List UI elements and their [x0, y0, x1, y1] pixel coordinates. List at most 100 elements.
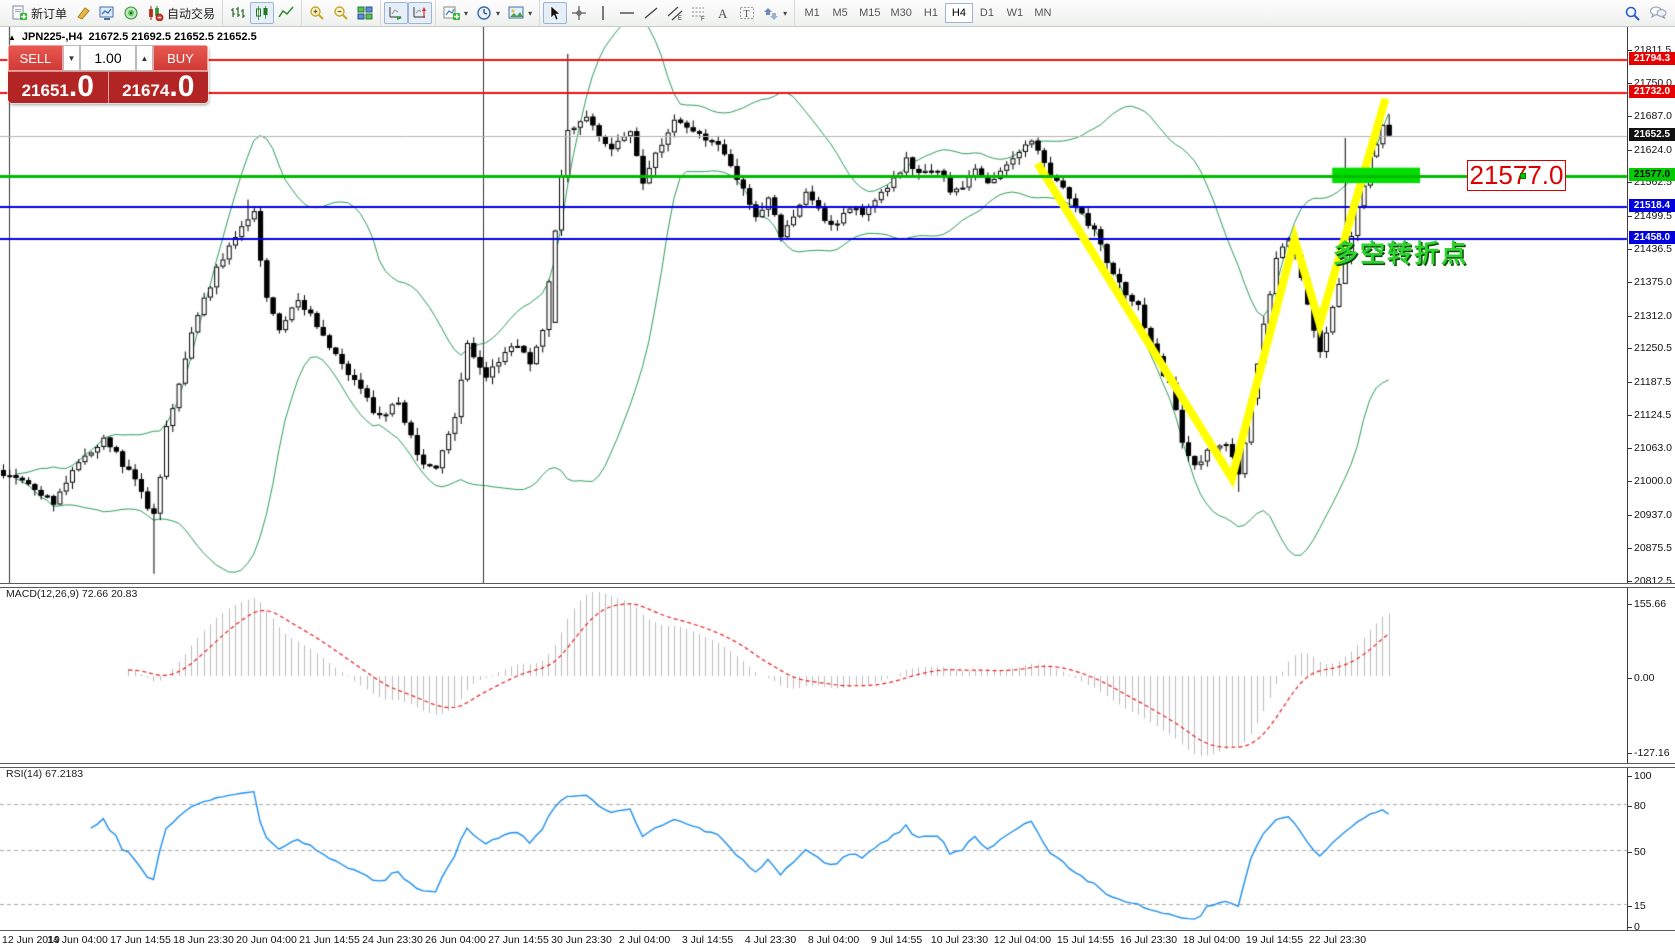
search-button[interactable] — [1620, 2, 1645, 24]
rsi-tick-label: 80 — [1628, 799, 1646, 812]
auto-scroll-button[interactable] — [384, 2, 409, 24]
tf-h4[interactable]: H4 — [944, 3, 973, 23]
time-tick-label: 14 Jun 04:00 — [47, 934, 108, 946]
time-tick-label: 10 Jul 23:30 — [930, 934, 989, 946]
rsi-tick-label: 100 — [1628, 770, 1652, 782]
time-tick-label: 26 Jun 04:00 — [425, 934, 486, 946]
label-icon: T — [739, 5, 755, 21]
sell-price: 21651 .0 — [8, 71, 109, 103]
sell-button[interactable]: SELL — [8, 45, 63, 71]
crosshair-button[interactable] — [567, 2, 591, 24]
text-label-button[interactable]: T — [735, 2, 759, 24]
time-tick-label: 17 Jun 14:55 — [110, 934, 171, 946]
dropdown-caret-icon[interactable]: ▾ — [496, 8, 501, 18]
channel-button[interactable]: E — [663, 2, 687, 24]
terminal-button[interactable] — [95, 2, 119, 24]
horizontal-line-button[interactable] — [615, 2, 639, 24]
tf-m30[interactable]: M30 — [890, 7, 912, 19]
chart-window: 21811.5 21750.0 21687.0 21624.0 21562.5 21499… — [0, 27, 1675, 949]
time-tick-label: 9 Jul 14:55 — [870, 934, 923, 946]
buy-price: 21674 .0 — [108, 71, 208, 103]
tile-windows-icon — [357, 5, 373, 21]
price-tick-label: 21250.5 — [1628, 342, 1672, 355]
tf-m15[interactable]: M15 — [859, 7, 881, 19]
time-axis[interactable]: 12 Jun 2019 14 Jun 04:00 17 Jun 14:55 18 Ju… — [0, 930, 1675, 949]
dropdown-caret-icon[interactable]: ▾ — [464, 8, 469, 18]
price-level-callout[interactable]: 21577.0 — [1467, 159, 1566, 191]
price-level-badge: 21732.0 — [1629, 85, 1675, 99]
price-tick-label: 20937.0 — [1628, 508, 1672, 521]
timeframe-group: M1 M5 M15 M30 H1 H4 D1 W1 MN — [795, 0, 1060, 27]
svg-text:F: F — [701, 17, 705, 22]
templates-button[interactable]: ▾ — [504, 2, 536, 24]
rsi-axis[interactable]: 100 80 50 15 0 — [1627, 768, 1675, 933]
rsi-panel-canvas[interactable] — [0, 765, 1675, 927]
arrows-button[interactable]: ▾ — [759, 2, 791, 24]
autotrading-icon — [147, 5, 164, 21]
new-order-button[interactable]: 新订单 — [7, 2, 71, 24]
chart-shift-icon — [412, 5, 428, 21]
line-chart-button[interactable] — [274, 2, 298, 24]
tf-m5[interactable]: M5 — [832, 7, 848, 19]
hline-handle[interactable] — [1520, 172, 1526, 179]
time-tick-label: 19 Jul 14:55 — [1245, 934, 1304, 946]
zoom-in-button[interactable] — [305, 2, 329, 24]
fibonacci-button[interactable]: F — [687, 2, 711, 24]
svg-text:E: E — [678, 16, 682, 21]
channel-icon: E — [667, 5, 683, 21]
trendline-button[interactable] — [639, 2, 663, 24]
macd-axis[interactable]: 155.66 0.00 -127.16 — [1627, 588, 1675, 763]
price-axis[interactable]: 21811.5 21750.0 21687.0 21624.0 21562.5 21499… — [1627, 27, 1675, 587]
cursor-button[interactable] — [543, 2, 568, 24]
panel-separator[interactable] — [0, 583, 1675, 588]
indicators-button[interactable]: ▾ — [439, 2, 472, 24]
candlestick-button[interactable] — [250, 2, 275, 24]
periods-button[interactable]: ▾ — [472, 2, 504, 24]
volume-decrease-button[interactable]: ▼ — [63, 45, 80, 71]
connection-button[interactable] — [119, 2, 143, 24]
bar-chart-icon — [230, 5, 246, 21]
price-tick-label: 21687.0 — [1628, 110, 1672, 123]
price-tick-label: 21063.0 — [1628, 441, 1672, 454]
macd-tick-label: 155.66 — [1627, 598, 1667, 610]
toolbar-group: ▾ ▾ ▾ — [436, 0, 541, 27]
tf-d1[interactable]: D1 — [979, 7, 994, 19]
text-button[interactable]: A — [711, 2, 735, 24]
volume-input[interactable]: 1.00 — [80, 45, 136, 71]
price-tick-label: 21124.5 — [1627, 409, 1672, 422]
tf-m1[interactable]: M1 — [804, 7, 820, 19]
styler-button[interactable] — [71, 2, 95, 24]
turning-point-annotation[interactable]: 多空转折点 — [1333, 240, 1469, 268]
vertical-line-button[interactable] — [591, 2, 615, 24]
svg-text:A: A — [718, 6, 728, 21]
collapse-panel-triangle[interactable]: ▲ — [8, 32, 16, 42]
dropdown-caret-icon[interactable]: ▾ — [783, 8, 788, 18]
time-tick-label: 30 Jun 23:30 — [551, 934, 612, 946]
bar-chart-button[interactable] — [226, 2, 250, 24]
chart-shift-button[interactable] — [408, 2, 433, 24]
auto-scroll-icon — [388, 5, 404, 21]
macd-tick-label: -127.16 — [1628, 747, 1670, 759]
chat-button[interactable] — [1645, 2, 1671, 24]
volume-increase-button[interactable]: ▲ — [136, 45, 153, 71]
panel-separator[interactable] — [0, 763, 1675, 768]
tf-mn[interactable]: MN — [1034, 7, 1052, 19]
price-chart-canvas[interactable] — [0, 27, 1675, 583]
tf-w1[interactable]: W1 — [1006, 7, 1024, 19]
buy-button[interactable]: BUY — [153, 45, 208, 71]
time-tick-label: 16 Jul 23:30 — [1119, 934, 1178, 946]
macd-panel-canvas[interactable] — [0, 585, 1675, 760]
highlighter-icon — [75, 5, 91, 21]
autotrading-button[interactable]: 自动交易 — [143, 2, 219, 24]
time-tick-label: 12 Jun 2019 — [2, 934, 60, 946]
tf-h1[interactable]: H1 — [923, 7, 938, 19]
price-tick-label: 21312.0 — [1628, 309, 1672, 322]
dropdown-caret-icon[interactable]: ▾ — [528, 8, 533, 18]
time-tick-label: 21 Jun 14:55 — [299, 934, 360, 946]
zoom-out-button[interactable] — [329, 2, 353, 24]
price-tick-label: 21000.0 — [1628, 475, 1672, 488]
time-tick-label: 27 Jun 14:55 — [488, 934, 549, 946]
symbol-period-label: JPN225-,H4 — [21, 31, 83, 43]
price-level-badge: 21518.4 — [1629, 198, 1675, 212]
tile-windows-button[interactable] — [353, 2, 377, 24]
